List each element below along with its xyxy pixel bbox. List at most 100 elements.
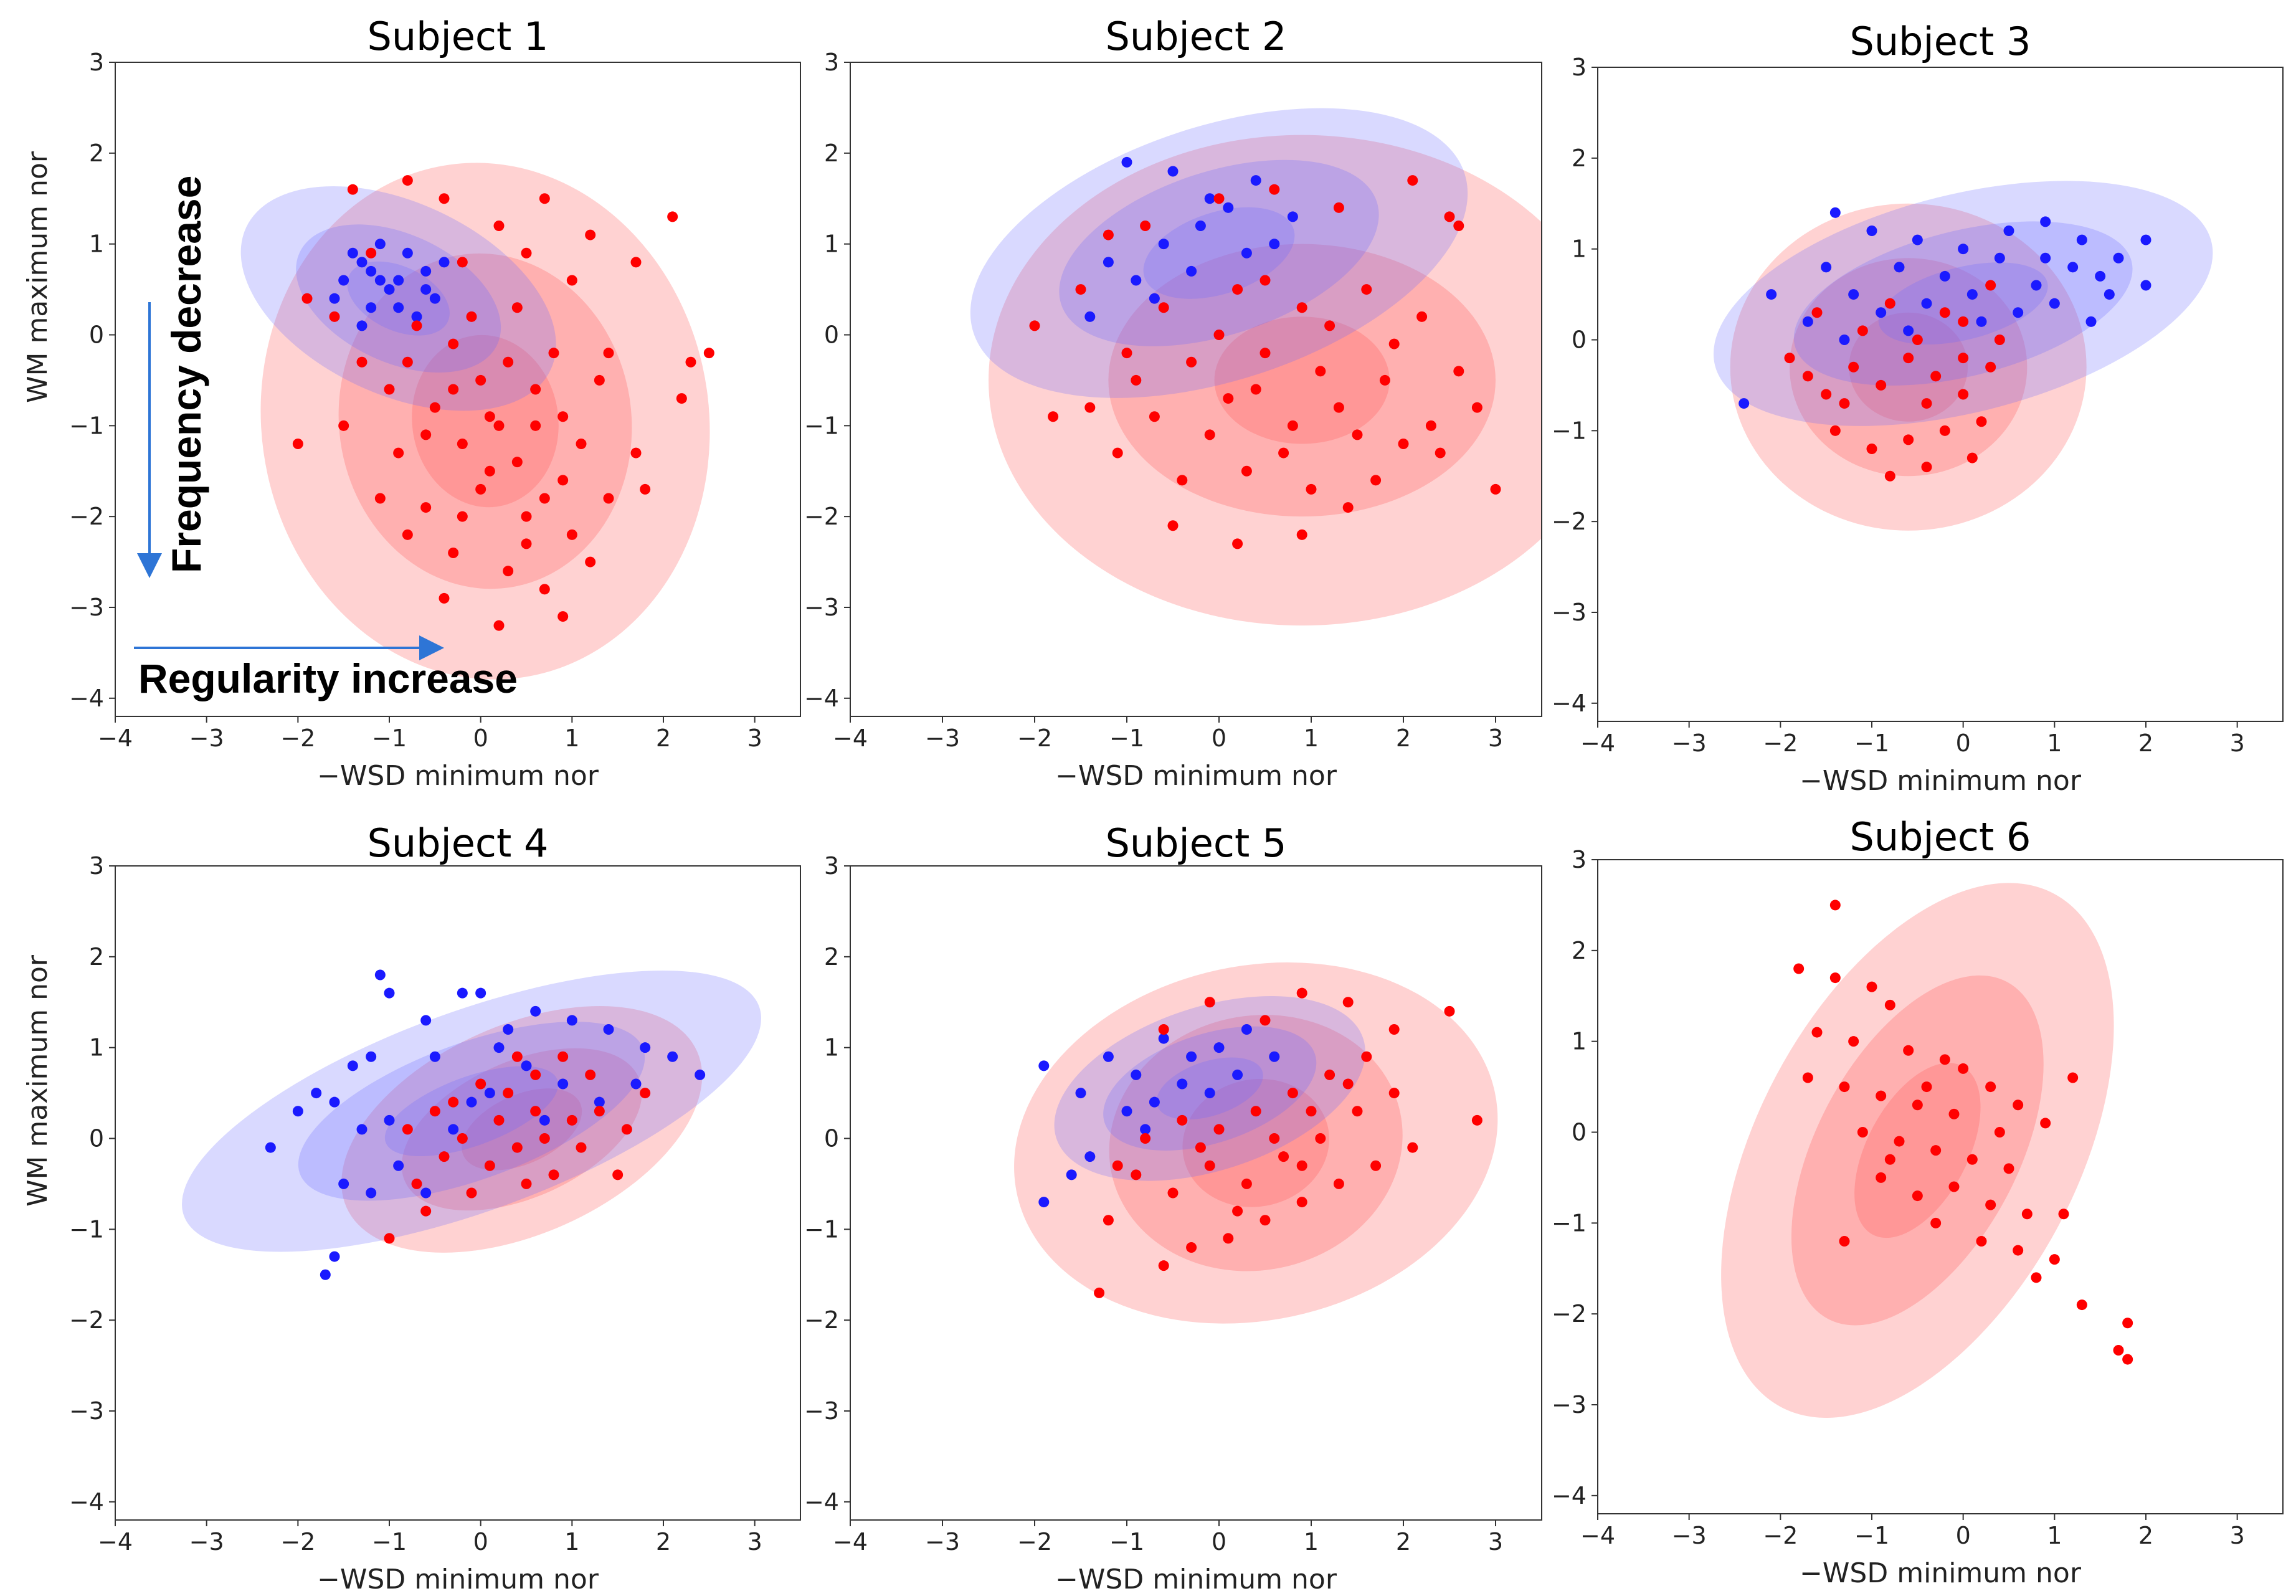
red-data-point bbox=[1903, 434, 1914, 445]
plot-area bbox=[1014, 962, 1498, 1324]
axes-frame bbox=[1597, 67, 2284, 722]
blue-confidence-ellipse-3 bbox=[182, 971, 761, 1252]
blue-data-point bbox=[356, 1124, 368, 1135]
plot-area bbox=[970, 108, 1542, 626]
y-tick-label: −3 bbox=[804, 1397, 839, 1425]
red-data-point bbox=[1985, 1199, 1996, 1210]
red-data-point bbox=[1315, 1133, 1326, 1144]
x-tick-label: 3 bbox=[1488, 1528, 1503, 1556]
red-data-point bbox=[1407, 175, 1418, 186]
blue-data-point bbox=[2104, 289, 2115, 300]
red-data-point bbox=[1131, 1169, 1142, 1180]
blue-data-point bbox=[1839, 335, 1850, 345]
blue-data-point bbox=[329, 1096, 340, 1108]
x-tick-label: −1 bbox=[372, 724, 407, 752]
x-tick-label: 1 bbox=[564, 1528, 579, 1556]
subplot-1: −4 −3 −2 −1 0 1 2 3 −4 −3 −2 −1 0 1 2 3 Subject 1 −WSD mi… bbox=[22, 14, 801, 792]
red-data-point bbox=[1241, 1178, 1252, 1189]
blue-confidence-ellipse-3 bbox=[240, 186, 556, 411]
red-data-point bbox=[1379, 374, 1390, 386]
x-tick-label: −4 bbox=[1580, 1522, 1615, 1549]
blue-data-point bbox=[1158, 1033, 1169, 1044]
red-data-point bbox=[585, 556, 596, 568]
blue-data-point bbox=[1186, 265, 1197, 277]
red-data-point bbox=[1361, 1051, 1372, 1062]
red-data-point bbox=[2049, 1254, 2060, 1265]
blue-data-point bbox=[484, 1088, 495, 1099]
red-data-point bbox=[1186, 1242, 1197, 1253]
x-tick-label: 1 bbox=[1304, 1528, 1319, 1556]
x-tick-label: −1 bbox=[1854, 729, 1889, 757]
red-data-point bbox=[1112, 1160, 1123, 1171]
blue-confidence-ellipse-3 bbox=[970, 108, 1468, 398]
blue-data-point bbox=[1848, 289, 1859, 300]
axes-frame bbox=[1597, 859, 2284, 1514]
blue-data-point bbox=[356, 257, 368, 268]
red-data-point bbox=[1204, 997, 1215, 1008]
chart-title: Subject 3 bbox=[1850, 19, 2031, 64]
red-data-point bbox=[1948, 1181, 1960, 1192]
red-data-point bbox=[539, 1133, 550, 1144]
red-data-point bbox=[511, 1051, 523, 1062]
x-tick-label: 0 bbox=[473, 724, 488, 752]
y-tick-label: −2 bbox=[69, 503, 104, 530]
blue-data-point bbox=[695, 1069, 706, 1080]
red-data-point bbox=[585, 229, 596, 240]
red-data-point bbox=[548, 348, 559, 359]
red-data-point bbox=[1921, 462, 1932, 473]
y-tick-label: 2 bbox=[824, 943, 839, 971]
red-data-point bbox=[1287, 1088, 1298, 1099]
blue-data-point bbox=[1177, 1078, 1188, 1090]
blue-data-point bbox=[1921, 298, 1932, 309]
red-data-point bbox=[557, 611, 569, 622]
x-tick-label: −4 bbox=[833, 724, 868, 752]
blue-data-point bbox=[1994, 252, 2005, 264]
red-data-point bbox=[402, 175, 413, 186]
red-data-point bbox=[1306, 1106, 1317, 1117]
y-tick-label: 1 bbox=[824, 230, 839, 258]
blue-data-point bbox=[2040, 216, 2051, 227]
red-data-point bbox=[1352, 1106, 1363, 1117]
red-data-point bbox=[1177, 1114, 1188, 1126]
red-data-point bbox=[1370, 1160, 1382, 1171]
red-data-point bbox=[1876, 1090, 1887, 1101]
blue-confidence-ellipse-2 bbox=[1059, 159, 1379, 346]
blue-data-point bbox=[338, 1178, 349, 1189]
y-tick-label: −4 bbox=[1552, 690, 1587, 717]
red-confidence-ellipse-1 bbox=[1854, 1063, 1981, 1238]
x-tick-label: −4 bbox=[98, 1528, 133, 1556]
red-data-point bbox=[402, 356, 413, 368]
y-tick-label: −4 bbox=[69, 685, 104, 712]
red-data-point bbox=[1444, 211, 1455, 222]
red-data-point bbox=[1232, 1205, 1243, 1217]
x-tick-label: 0 bbox=[1956, 1522, 1971, 1549]
red-data-point bbox=[1930, 371, 1942, 382]
x-tick-label: 0 bbox=[1212, 724, 1226, 752]
red-data-point bbox=[1839, 1081, 1850, 1093]
red-data-point bbox=[338, 420, 349, 431]
blue-confidence-ellipse-1 bbox=[1878, 262, 2048, 345]
y-tick-label: 1 bbox=[1572, 235, 1587, 263]
y-tick-label: 2 bbox=[1572, 145, 1587, 172]
blue-confidence-ellipse-1 bbox=[1143, 207, 1295, 299]
blue-data-point bbox=[347, 247, 358, 259]
x-tick-label: −3 bbox=[1672, 1522, 1707, 1549]
red-data-point bbox=[667, 211, 678, 222]
blue-data-point bbox=[1204, 1088, 1215, 1099]
red-data-point bbox=[1342, 1078, 1354, 1090]
y-tick-label: −3 bbox=[69, 1397, 104, 1425]
blue-data-point bbox=[1204, 193, 1215, 204]
red-data-point bbox=[2058, 1209, 2069, 1220]
blue-data-point bbox=[1269, 239, 1280, 250]
red-data-point bbox=[1958, 1063, 1969, 1074]
red-data-point bbox=[521, 538, 532, 549]
red-data-point bbox=[1416, 311, 1428, 322]
y-tick-label: 0 bbox=[89, 1125, 104, 1152]
red-data-point bbox=[1435, 447, 1446, 458]
red-data-point bbox=[1259, 275, 1271, 286]
red-data-point bbox=[1976, 1236, 1987, 1247]
blue-data-point bbox=[1802, 316, 1813, 327]
red-data-point bbox=[530, 1069, 541, 1080]
red-data-point bbox=[1306, 483, 1317, 495]
